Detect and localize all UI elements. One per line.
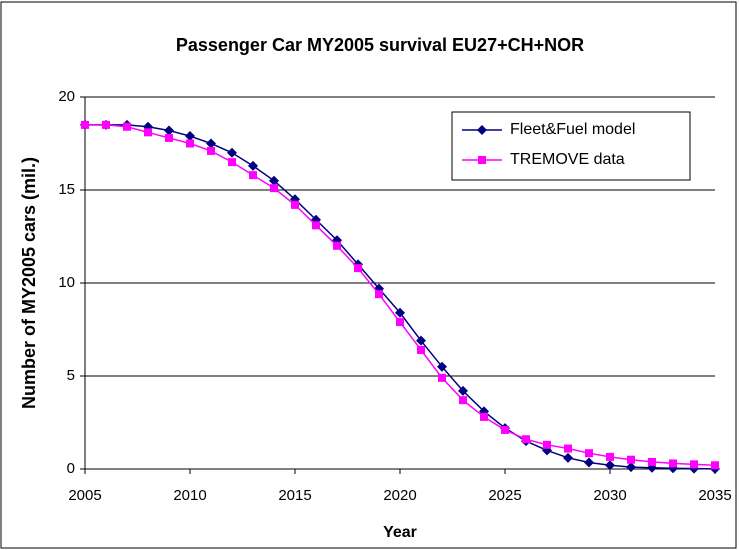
- chart-title: Passenger Car MY2005 survival EU27+CH+NO…: [176, 35, 584, 55]
- marker: [501, 425, 509, 434]
- marker: [477, 125, 487, 135]
- x-tick-label: 2015: [278, 487, 311, 504]
- marker: [333, 241, 341, 250]
- marker: [669, 459, 677, 468]
- marker: [478, 156, 486, 164]
- x-tick-label: 2030: [593, 487, 626, 504]
- marker: [396, 318, 404, 327]
- x-tick-label: 2035: [698, 487, 731, 504]
- marker: [144, 128, 152, 137]
- marker: [627, 455, 635, 464]
- marker: [584, 457, 594, 468]
- marker: [543, 440, 551, 449]
- marker: [711, 461, 719, 470]
- x-tick-label: 2010: [173, 487, 206, 504]
- marker: [102, 120, 110, 129]
- marker: [437, 361, 447, 372]
- marker: [648, 457, 656, 466]
- marker: [395, 307, 405, 318]
- marker: [626, 462, 636, 473]
- marker: [375, 290, 383, 299]
- marker: [165, 133, 173, 142]
- y-tick-label: 0: [67, 460, 75, 477]
- marker: [416, 335, 426, 346]
- marker: [564, 444, 572, 453]
- legend-label: Fleet&Fuel model: [510, 121, 635, 138]
- marker: [164, 125, 174, 136]
- marker: [123, 122, 131, 131]
- marker: [228, 158, 236, 167]
- legend: Fleet&Fuel model TREMOVE data: [451, 111, 691, 181]
- marker: [291, 200, 299, 209]
- x-tick-label: 2025: [488, 487, 521, 504]
- marker: [480, 412, 488, 421]
- marker: [81, 120, 89, 129]
- marker: [605, 460, 615, 471]
- marker: [438, 373, 446, 382]
- marker: [312, 221, 320, 230]
- marker: [690, 460, 698, 469]
- marker: [563, 452, 573, 463]
- x-tick-label: 2005: [68, 487, 101, 504]
- marker: [417, 345, 425, 354]
- marker: [354, 264, 362, 273]
- marker: [522, 435, 530, 444]
- marker: [249, 171, 257, 180]
- marker: [185, 131, 195, 142]
- y-tick-label: 10: [58, 274, 75, 291]
- y-tick-label: 20: [58, 88, 75, 105]
- x-tick-label: 2020: [383, 487, 416, 504]
- legend-box: [451, 111, 691, 181]
- marker: [459, 396, 467, 405]
- marker: [585, 449, 593, 458]
- marker: [227, 147, 237, 158]
- y-tick-label: 5: [67, 367, 75, 384]
- marker: [206, 138, 216, 149]
- marker: [270, 184, 278, 193]
- y-tick-label: 15: [58, 181, 75, 198]
- marker: [186, 139, 194, 148]
- marker: [606, 452, 614, 461]
- legend-label: TREMOVE data: [510, 151, 625, 168]
- marker: [458, 385, 468, 396]
- y-axis-label: Number of MY2005 cars (mil.): [19, 157, 39, 409]
- marker: [269, 175, 279, 186]
- x-axis-label: Year: [383, 524, 417, 541]
- marker: [207, 146, 215, 155]
- marker: [248, 160, 258, 171]
